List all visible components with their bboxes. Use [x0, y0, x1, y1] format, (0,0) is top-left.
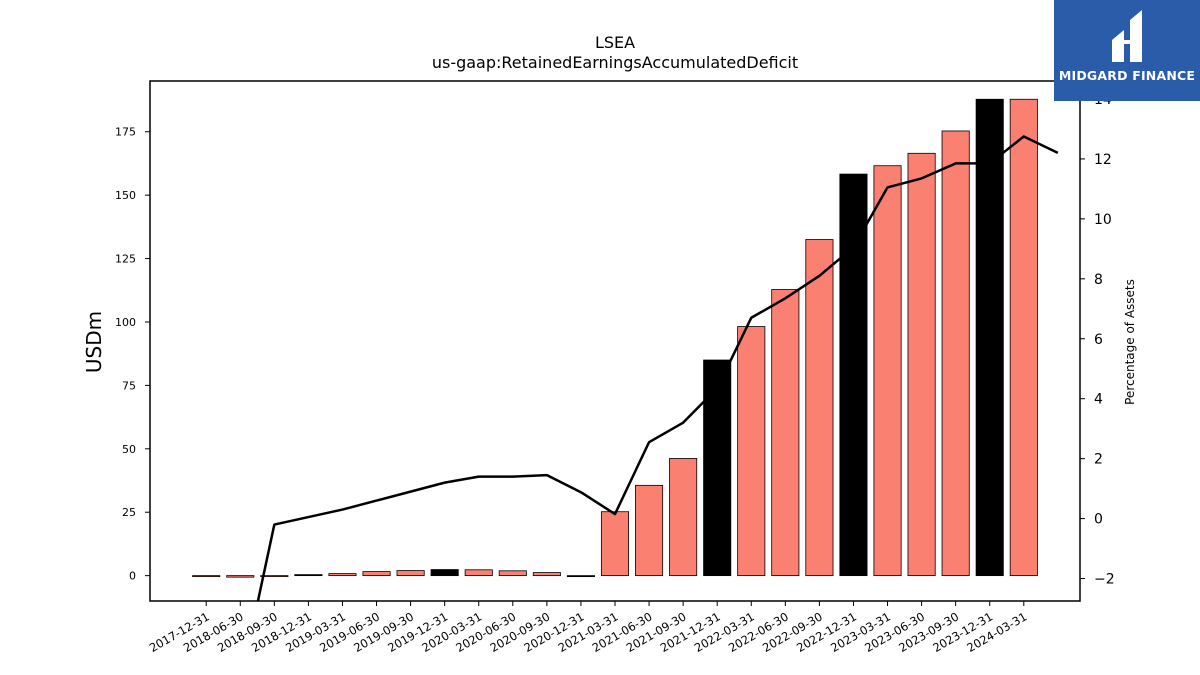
y-tick-label: 0 — [129, 570, 136, 583]
bar-2019-12-31 — [430, 569, 459, 577]
bar-2020-03-31 — [464, 569, 493, 577]
bars-layer — [192, 98, 1038, 578]
y-tick-label: 75 — [122, 379, 136, 392]
bar-2019-06-30 — [362, 571, 391, 577]
y-axis-label: USDm — [82, 311, 106, 373]
bar-2024-03-31 — [1009, 98, 1038, 577]
bar-2018-06-30 — [226, 575, 255, 578]
y-tick-label: 125 — [115, 253, 136, 266]
bar-2017-12-31 — [192, 575, 221, 578]
percentage-of-assets-line — [256, 135, 1059, 601]
y2-tick-label: 2 — [1094, 452, 1103, 468]
y2-axis-ticks: −202468101214 — [1080, 92, 1115, 588]
y2-tick-label: 12 — [1094, 152, 1112, 168]
bar-2023-03-31 — [873, 165, 902, 577]
bar-2019-03-31 — [328, 573, 357, 577]
bar-2023-09-30 — [941, 130, 970, 577]
bar-2021-12-31 — [703, 359, 732, 577]
bar-2020-09-30 — [532, 572, 561, 577]
bar-2022-06-30 — [771, 289, 800, 577]
bar-2023-06-30 — [907, 152, 936, 577]
y2-tick-label: 10 — [1094, 212, 1112, 228]
y2-tick-label: −2 — [1094, 572, 1115, 588]
y-tick-label: 100 — [115, 316, 136, 329]
y-tick-label: 150 — [115, 189, 136, 202]
midgard-finance-logo: MIDGARD FINANCE — [1054, 0, 1200, 101]
bar-2021-03-31 — [600, 511, 630, 577]
bar-2018-12-31 — [294, 574, 323, 577]
y-axis-ticks: 0 25 50 75 100 125 150 175 — [115, 126, 150, 583]
y2-tick-label: 4 — [1094, 392, 1103, 408]
y2-tick-label: 8 — [1094, 272, 1103, 288]
chart-title: LSEA — [595, 33, 635, 52]
chart-titles: LSEA us-gaap:RetainedEarningsAccumulated… — [432, 33, 798, 72]
y-tick-label: 25 — [122, 506, 136, 519]
x-axis-ticks: 2017-12-312018-06-302018-09-302018-12-31… — [147, 601, 1029, 655]
y-tick-label: 50 — [122, 443, 136, 456]
bar-2021-06-30 — [635, 484, 664, 577]
bar-2022-09-30 — [805, 239, 834, 577]
bar-2020-06-30 — [498, 570, 527, 577]
bar-2020-12-31 — [566, 575, 595, 578]
y2-axis-label: Percentage of Assets — [1123, 279, 1137, 405]
bar-2021-09-30 — [669, 458, 698, 577]
bar-2019-09-30 — [396, 570, 425, 577]
y2-tick-label: 6 — [1094, 332, 1103, 348]
bar-2022-12-31 — [839, 173, 868, 577]
logo-text: MIDGARD FINANCE — [1058, 68, 1196, 83]
bar-2023-12-31 — [975, 98, 1004, 577]
logo-mark-icon — [1112, 10, 1142, 62]
y-tick-label: 175 — [115, 126, 136, 139]
line-layer — [256, 135, 1059, 601]
chart-subtitle: us-gaap:RetainedEarningsAccumulatedDefic… — [432, 53, 798, 72]
bar-2022-03-31 — [737, 326, 766, 577]
y2-tick-label: 0 — [1094, 512, 1103, 528]
bar-2018-09-30 — [260, 575, 289, 578]
